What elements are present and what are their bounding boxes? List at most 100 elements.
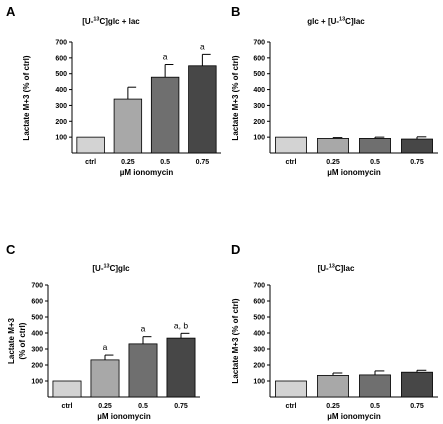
- y-tick-label: 400: [253, 331, 265, 338]
- title-part: C]lac: [345, 17, 365, 26]
- x-axis-label-c: µM ionomycin: [97, 412, 151, 421]
- y-tick-label: 600: [31, 299, 43, 306]
- y-tick-label: 400: [31, 331, 43, 338]
- bar-c-0: [52, 380, 82, 398]
- title-part: C]lac: [335, 264, 355, 273]
- bar-a-1: [113, 98, 143, 154]
- y-tick-label: 200: [253, 119, 265, 126]
- significance-label: a: [200, 41, 205, 51]
- x-axis-label-b: µM ionomycin: [327, 168, 381, 177]
- y-tick-label: 100: [253, 135, 265, 142]
- panel-letter-d: D: [231, 242, 240, 257]
- bar-a-3: [188, 65, 217, 154]
- x-tick-label: 0.5: [370, 159, 380, 166]
- x-tick-label: 0.75: [196, 159, 210, 166]
- significance-label: a: [103, 342, 108, 352]
- x-tick-label: 0.25: [98, 403, 112, 410]
- y-tick-label: 500: [253, 315, 265, 322]
- y-tick-label: 500: [31, 315, 43, 322]
- y-axis-label-c: Lactate M+3 (% of ctrl): [7, 317, 27, 364]
- bar-d-1: [317, 374, 349, 398]
- title-part: [U-: [318, 264, 329, 273]
- bar-d-3: [401, 371, 433, 398]
- y-tick-label: 700: [31, 283, 43, 290]
- y-tick-label: 700: [55, 40, 67, 47]
- title-superscript: 13: [103, 264, 109, 270]
- y-tick-label: 100: [253, 379, 265, 386]
- panel-title-c: [U-13C]glc: [92, 264, 130, 274]
- y-tick-label: 200: [253, 363, 265, 370]
- y-tick-label: 500: [55, 71, 67, 78]
- bar-b-3: [401, 138, 433, 154]
- bar-d-0: [275, 380, 307, 398]
- panel-title-d: [U-13C]lac: [318, 264, 355, 274]
- bar-c-1: [90, 359, 120, 398]
- x-tick-label: 0.75: [410, 159, 424, 166]
- x-tick-label: 0.5: [370, 403, 380, 410]
- y-tick-label: 700: [253, 40, 265, 47]
- x-tick-label: 0.25: [326, 403, 340, 410]
- significance-label: a: [141, 324, 146, 334]
- x-tick-label: 0.25: [326, 159, 340, 166]
- title-part: C]glc: [110, 264, 131, 273]
- y-tick-label: 100: [55, 135, 67, 142]
- y-tick-label: 400: [253, 87, 265, 94]
- y-tick-label: 700: [253, 283, 265, 290]
- bar-a-0: [76, 136, 105, 154]
- y-tick-label: 100: [31, 379, 43, 386]
- y-tick-label: 300: [253, 103, 265, 110]
- panel-letter-c: C: [6, 242, 16, 257]
- y-axis-label-a: Lactate M+3 (% of ctrl): [22, 55, 31, 140]
- title-part: [U-: [82, 17, 93, 26]
- y-axis-label-b: Lactate M+3 (% of ctrl): [231, 55, 240, 140]
- x-tick-label: 0.75: [410, 403, 424, 410]
- x-tick-label: ctrl: [286, 159, 297, 166]
- x-tick-label: 0.5: [160, 159, 170, 166]
- bar-a-2: [150, 76, 180, 154]
- bar-b-2: [359, 138, 391, 154]
- panel-title-a: [U-13C]glc + lac: [82, 17, 140, 27]
- panel-c: C [U-13C]glc Lactate M+3 (% of ctrl) 100 200 3…: [6, 242, 200, 421]
- panel-d: D [U-13C]lac Lactate M+3 (% of ctrl) 100 200…: [231, 242, 438, 421]
- bar-b-1: [317, 138, 349, 154]
- y-tick-label: 600: [253, 55, 265, 62]
- significance-label: a: [163, 52, 168, 62]
- x-tick-label: 0.75: [174, 403, 188, 410]
- x-axis-label-a: µM ionomycin: [120, 168, 174, 177]
- bar-d-2: [359, 374, 391, 398]
- x-tick-label: ctrl: [62, 403, 73, 410]
- y-tick-label: 200: [31, 363, 43, 370]
- bar-c-3: [166, 337, 196, 398]
- x-axis-label-d: µM ionomycin: [327, 412, 381, 421]
- y-axis-label-d: Lactate M+3 (% of ctrl): [231, 298, 240, 383]
- y-axis-label-line: (% of ctrl): [18, 322, 27, 359]
- y-tick-label: 300: [31, 347, 43, 354]
- bar-c-2: [128, 343, 158, 398]
- y-axis-label-line: Lactate M+3: [7, 317, 16, 364]
- panel-title-b: glc + [U-13C]lac: [307, 17, 365, 27]
- significance-label: a, b: [174, 320, 188, 330]
- panel-a: A [U-13C]glc + lac Lactate M+3 (% of ctrl)…: [6, 4, 221, 177]
- title-part: C]glc + lac: [99, 17, 140, 26]
- title-superscript: 13: [339, 17, 345, 23]
- x-tick-label: 0.5: [138, 403, 148, 410]
- x-tick-label: ctrl: [85, 159, 96, 166]
- bar-b-0: [275, 136, 307, 154]
- y-tick-label: 400: [55, 87, 67, 94]
- title-part: [U-: [92, 264, 103, 273]
- x-tick-label: 0.25: [121, 159, 135, 166]
- y-tick-label: 300: [253, 347, 265, 354]
- y-tick-label: 600: [253, 299, 265, 306]
- panel-letter-b: B: [231, 4, 240, 19]
- title-part: glc + [U-: [307, 17, 339, 26]
- y-tick-label: 300: [55, 103, 67, 110]
- title-superscript: 13: [329, 264, 335, 270]
- x-tick-label: ctrl: [286, 403, 297, 410]
- y-tick-label: 500: [253, 71, 265, 78]
- y-tick-label: 200: [55, 119, 67, 126]
- title-superscript: 13: [93, 17, 99, 23]
- y-tick-label: 600: [55, 55, 67, 62]
- panel-letter-a: A: [6, 4, 16, 19]
